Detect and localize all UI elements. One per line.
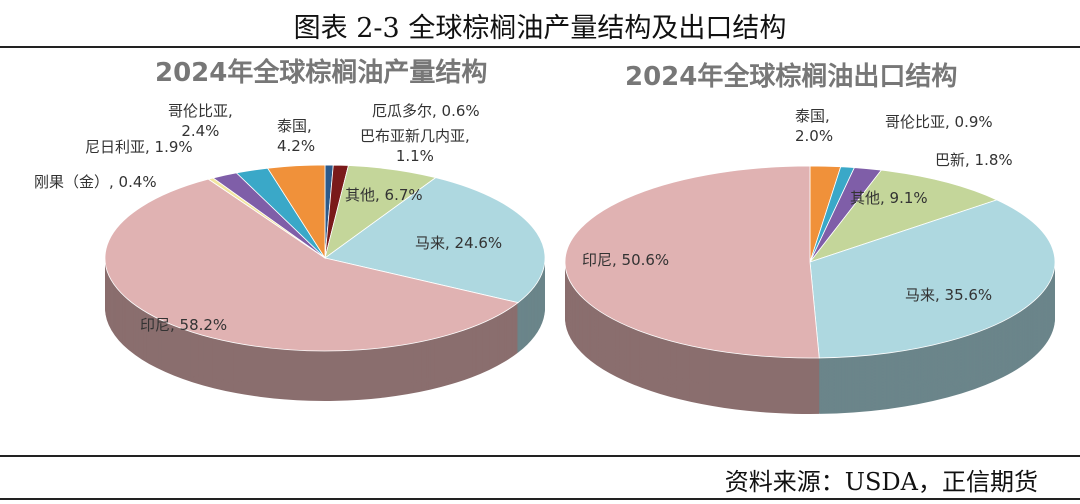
slice-label-text: 尼日利亚, 1.9% <box>85 138 193 156</box>
pie-slice <box>104 178 519 352</box>
slice-label-text: 哥伦比亚, <box>168 102 233 120</box>
footer-rule <box>0 498 1080 500</box>
slice-label: 马来, 35.6% <box>905 285 992 305</box>
slice-label: 其他, 6.7% <box>345 185 423 205</box>
slice-label: 其他, 9.1% <box>850 188 928 208</box>
slice-label-text: 刚果（金）, 0.4% <box>34 173 157 191</box>
slice-label-text: 其他, 9.1% <box>850 189 928 207</box>
slice-label: 厄瓜多尔, 0.6% <box>372 101 480 121</box>
slice-label-value: 2.0% <box>795 127 834 145</box>
slice-label-text: 泰国, <box>795 107 830 125</box>
slice-label: 刚果（金）, 0.4% <box>34 172 157 192</box>
slice-label-value: 2.4% <box>181 122 220 140</box>
slice-label-text: 厄瓜多尔, 0.6% <box>372 102 480 120</box>
slice-label: 印尼, 50.6% <box>582 250 669 270</box>
slice-label: 哥伦比亚, 2.4% <box>168 101 233 141</box>
bottom-rule <box>0 455 1080 457</box>
slice-label-text: 印尼, 58.2% <box>140 316 228 334</box>
slice-label: 尼日利亚, 1.9% <box>85 137 193 157</box>
pie-slice <box>808 169 998 263</box>
pie-slice <box>324 177 546 304</box>
slice-label: 泰国, 4.2% <box>277 116 315 156</box>
pie-slice <box>564 165 820 359</box>
slice-label-text: 泰国, <box>277 117 312 135</box>
slice-label-text: 巴新, 1.8% <box>935 151 1013 169</box>
export-chart-title: 2024年全球棕榈油出口结构 <box>625 62 958 92</box>
slice-label: 泰国, 2.0% <box>795 106 833 146</box>
figure-title: 图表 2-3 全球棕榈油产量结构及出口结构 <box>293 13 787 44</box>
slice-label: 马来, 24.6% <box>415 233 502 253</box>
slice-label-text: 马来, 35.6% <box>905 286 993 304</box>
slice-label-text: 马来, 24.6% <box>415 234 503 252</box>
slice-label: 印尼, 58.2% <box>140 315 227 335</box>
slice-label-value: 4.2% <box>277 137 316 155</box>
slice-label-text: 巴布亚新几内亚, <box>360 127 470 145</box>
production-chart-title: 2024年全球棕榈油产量结构 <box>155 58 488 88</box>
slice-label-text: 印尼, 50.6% <box>582 251 670 269</box>
top-rule <box>0 46 1080 48</box>
slice-label: 巴布亚新几内亚, 1.1% <box>360 126 470 166</box>
slice-label-text: 其他, 6.7% <box>345 186 423 204</box>
slice-label-value: 1.1% <box>395 147 434 165</box>
source-note: 资料来源：USDA，正信期货 <box>724 468 1038 496</box>
pie-slice <box>809 199 1056 359</box>
slice-label: 巴新, 1.8% <box>935 150 1013 170</box>
slice-label-text: 哥伦比亚, 0.9% <box>885 113 993 131</box>
slice-label: 哥伦比亚, 0.9% <box>885 112 993 132</box>
pie-slice <box>266 164 326 260</box>
